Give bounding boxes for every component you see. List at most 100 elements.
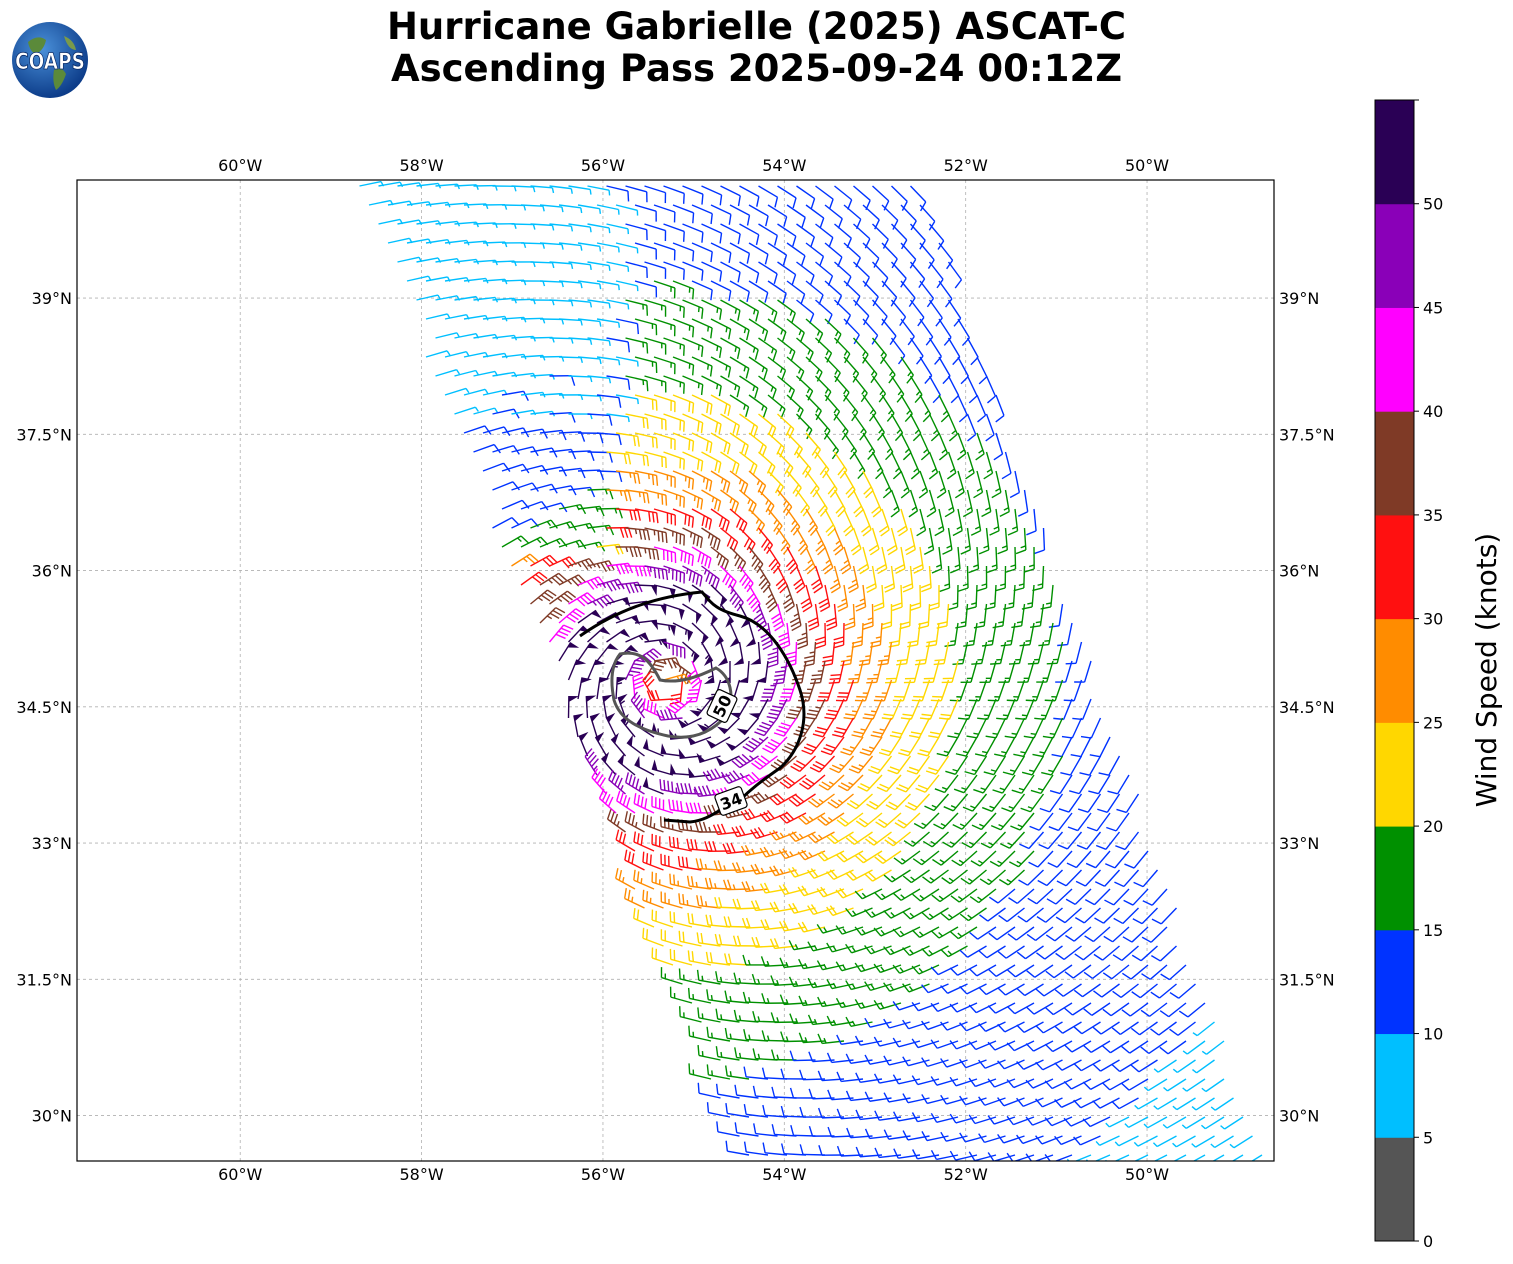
- wind-barb: [739, 299, 760, 322]
- wind-barb: [587, 413, 613, 426]
- wind-barb: [596, 470, 623, 483]
- wind-barb: [919, 280, 935, 308]
- wind-barb: [539, 429, 567, 441]
- wind-barb: [682, 185, 704, 205]
- wind-barb: [625, 413, 649, 429]
- wind-barb: [606, 337, 631, 353]
- wind-barb: [378, 181, 404, 188]
- wind-barb: [587, 337, 611, 347]
- wind-barb: [530, 185, 555, 194]
- wind-barb: [568, 185, 592, 195]
- wind-barb: [558, 204, 583, 214]
- wind-barb: [919, 432, 930, 461]
- wind-barb: [473, 407, 499, 415]
- wind-barb: [871, 261, 889, 288]
- wind-barb: [558, 242, 583, 251]
- wind-barb: [881, 394, 895, 422]
- wind-barb: [900, 470, 910, 499]
- wind-barb: [463, 388, 489, 396]
- wind-barb: [501, 204, 527, 211]
- wind-barb: [615, 242, 639, 254]
- wind-barb: [777, 223, 797, 247]
- wind-barb: [815, 185, 834, 210]
- wind-barb: [796, 299, 815, 324]
- wind-barb: [701, 299, 723, 320]
- wind-barb: [720, 337, 741, 359]
- wind-barb: [991, 470, 1002, 499]
- wind-barb: [720, 375, 741, 398]
- wind-barb: [796, 185, 816, 209]
- wind-barb: [606, 375, 631, 390]
- wind-barb: [966, 375, 978, 404]
- wind-barb: [777, 185, 797, 209]
- wind-barb: [908, 489, 919, 518]
- wind-barb: [947, 299, 962, 327]
- wind-barb: [985, 375, 997, 404]
- wind-barb: [701, 375, 722, 397]
- wind-barb: [520, 500, 549, 511]
- wind-barb: [729, 356, 750, 379]
- wind-barb: [890, 261, 907, 288]
- wind-barb: [577, 356, 602, 365]
- wind-barb: [615, 318, 640, 335]
- colorbar-tick-label: 40: [1423, 402, 1443, 421]
- wind-barb: [625, 261, 648, 278]
- colorbar-bin: [1375, 307, 1414, 412]
- wind-barb: [549, 223, 574, 232]
- wind-barb: [435, 368, 461, 377]
- wind-barbs-layer: [359, 180, 1263, 1161]
- wind-barb: [568, 486, 596, 498]
- wind-barb: [758, 299, 778, 323]
- wind-barb: [824, 318, 842, 344]
- colorbar-label: Wind Speed (knots): [1470, 533, 1503, 807]
- wind-barb: [530, 223, 555, 231]
- wind-barb: [558, 280, 583, 289]
- wind-barb: [663, 337, 685, 356]
- wind-barb: [473, 259, 498, 266]
- wind-barb: [993, 432, 1004, 461]
- wind-barb: [644, 375, 667, 393]
- wind-barb: [909, 451, 920, 480]
- wind-barb: [634, 394, 658, 411]
- wind-barb: [691, 432, 713, 454]
- wind-barb: [957, 394, 968, 423]
- wind-barb: [482, 278, 508, 285]
- wind-barb: [587, 223, 611, 234]
- wind-barb: [962, 489, 974, 518]
- wind-barb: [568, 375, 593, 383]
- wind-barb: [653, 204, 676, 223]
- wind-barb: [444, 387, 470, 396]
- wind-barb: [767, 318, 787, 342]
- wind-barb: [824, 470, 838, 498]
- wind-barb: [767, 242, 788, 266]
- wind-barb: [682, 375, 704, 396]
- wind-barb: [672, 280, 695, 300]
- wind-barb: [981, 489, 992, 518]
- wind-barb: [862, 470, 874, 499]
- wind-barb: [644, 489, 668, 506]
- wind-barb: [758, 223, 778, 246]
- wind-barb: [701, 185, 723, 206]
- wind-barb: [944, 489, 955, 518]
- wind-barb: [653, 432, 676, 450]
- wind-barb: [900, 318, 915, 346]
- wind-barb: [833, 337, 851, 364]
- wind-barb: [501, 316, 527, 323]
- wind-barb: [767, 470, 785, 497]
- wind-barb: [739, 413, 759, 437]
- colorbar-bin: [1375, 100, 1414, 205]
- wind-barb: [444, 202, 470, 209]
- colorbar-tick-label: 25: [1423, 713, 1443, 732]
- wind-barb: [805, 242, 825, 267]
- wind-barb: [663, 185, 685, 204]
- wind-barb: [976, 356, 988, 385]
- wind-barb: [539, 466, 568, 477]
- wind-barb: [577, 432, 604, 444]
- wind-barb: [701, 337, 722, 359]
- wind-barb: [720, 413, 740, 436]
- wind-barb: [900, 356, 914, 384]
- wind-barb: [796, 223, 815, 247]
- wind-barb: [682, 261, 704, 281]
- wind-barb: [691, 204, 713, 225]
